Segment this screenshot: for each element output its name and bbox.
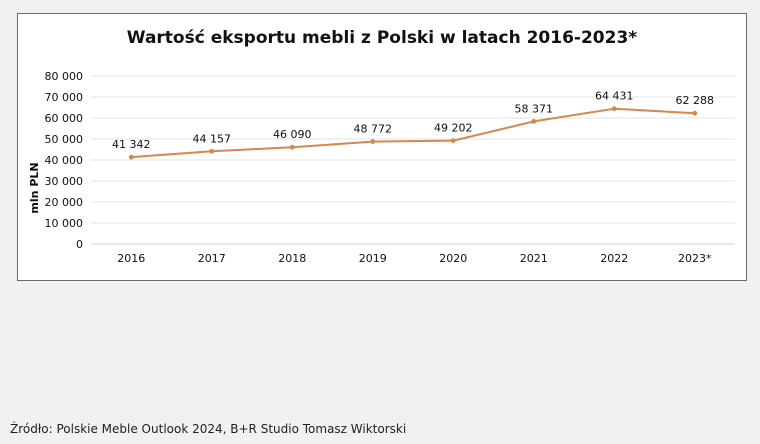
data-label: 62 288 — [676, 94, 715, 107]
data-point — [531, 119, 537, 124]
data-point — [611, 106, 617, 112]
x-tick-label: 2020 — [439, 252, 467, 265]
y-tick-label: 50 000 — [45, 133, 84, 146]
data-point — [209, 148, 215, 154]
line-chart: 0 10 000 20 000 30 000 40 000 50 000 60 000 70 … — [28, 70, 735, 265]
x-tick-label: 2017 — [198, 252, 226, 265]
data-point — [370, 139, 376, 144]
data-label: 46 090 — [273, 128, 312, 141]
data-point — [128, 154, 134, 160]
y-tick-label: 70 000 — [45, 91, 84, 104]
data-label: 41 342 — [112, 138, 151, 151]
y-axis-label: mln PLN — [28, 162, 41, 213]
y-tick-label: 40 000 — [45, 154, 84, 167]
y-tick-label: 20 000 — [45, 196, 84, 209]
data-point — [450, 138, 456, 144]
x-tick-label: 2016 — [117, 252, 145, 265]
y-tick-label: 30 000 — [45, 175, 84, 188]
data-label: 49 202 — [434, 122, 473, 135]
x-tick-label: 2021 — [520, 252, 548, 265]
data-label: 58 371 — [515, 102, 554, 115]
x-tick-label: 2019 — [359, 252, 387, 265]
y-tick-label: 80 000 — [45, 70, 84, 83]
source-note: Źródło: Polskie Meble Outlook 2024, B+R … — [10, 422, 407, 436]
x-tick-label: 2022 — [600, 252, 628, 265]
x-tick-label: 2018 — [278, 252, 306, 265]
data-label: 64 431 — [595, 90, 634, 103]
data-point — [289, 144, 295, 150]
y-tick-label: 60 000 — [45, 112, 84, 125]
data-point — [692, 110, 698, 116]
y-tick-label: 0 — [76, 238, 83, 251]
x-tick-label: 2023* — [678, 252, 712, 265]
data-label: 48 772 — [354, 123, 393, 136]
chart-container: Wartość eksportu mebli z Polski w latach… — [17, 13, 747, 281]
y-tick-label: 10 000 — [45, 217, 84, 230]
series-line — [131, 107, 695, 159]
chart-title: Wartość eksportu mebli z Polski w latach… — [126, 28, 638, 48]
data-label: 44 157 — [193, 132, 232, 145]
